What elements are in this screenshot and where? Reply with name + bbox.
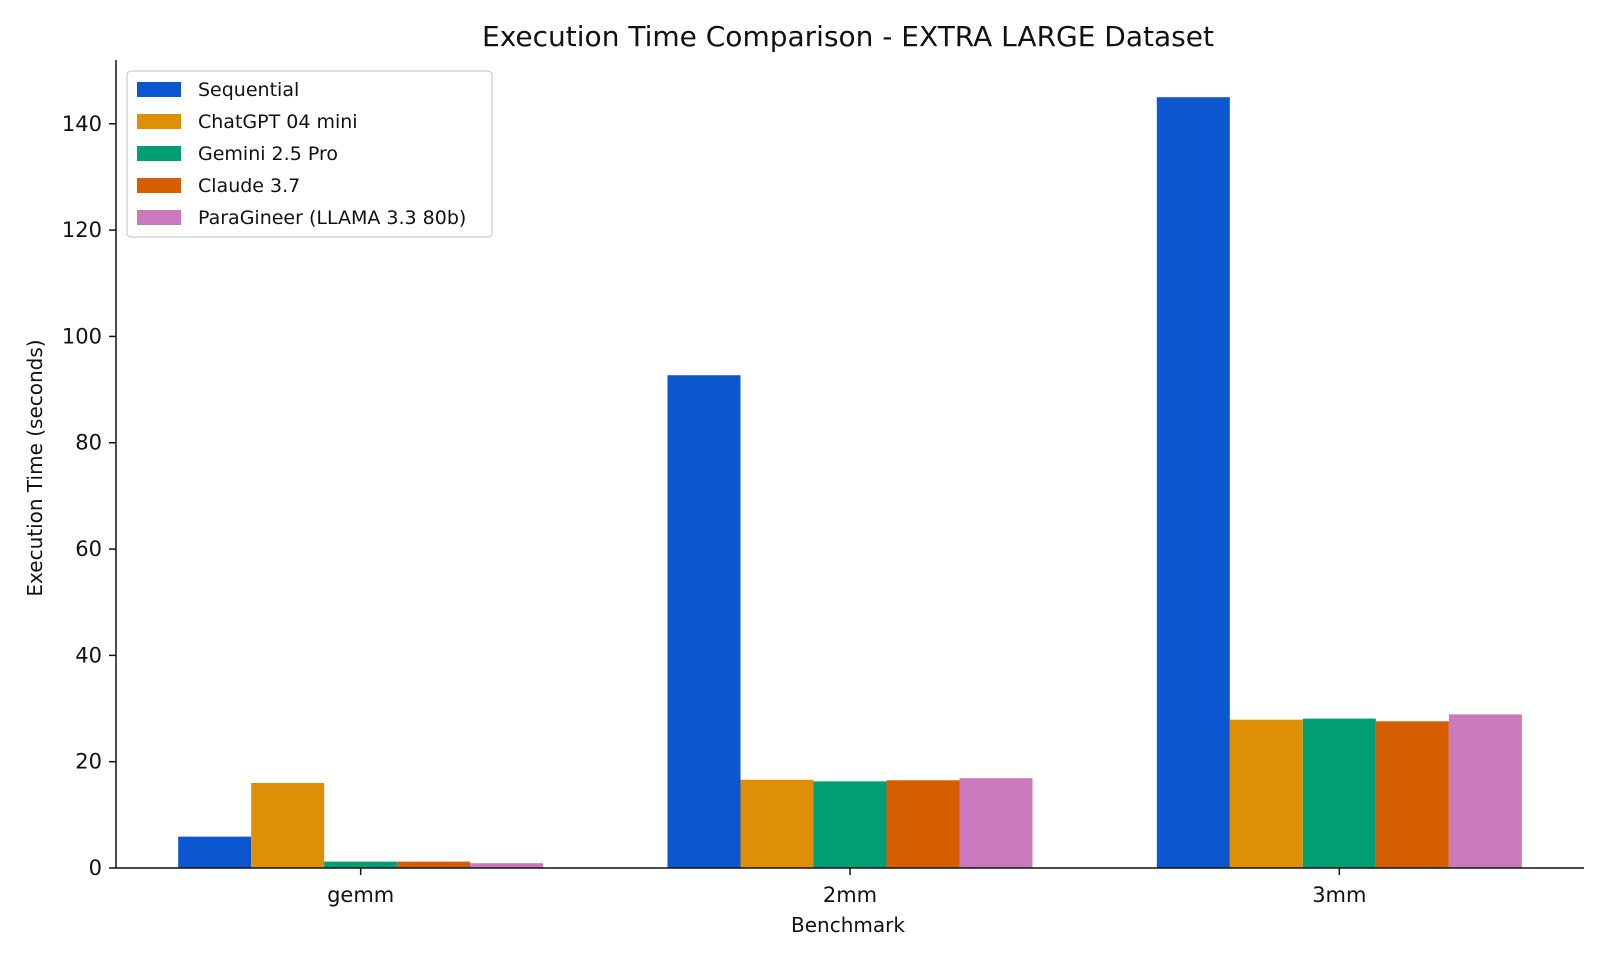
y-tick-label: 20 (75, 750, 102, 774)
bar-ParaGineer (LLAMA 3.3 80b)-2mm (959, 778, 1033, 868)
y-tick-label: 80 (75, 431, 102, 455)
legend-label: ParaGineer (LLAMA 3.3 80b) (198, 207, 466, 229)
bar-ChatGPT 04 mini-gemm (251, 782, 325, 868)
y-tick-label: 40 (75, 643, 102, 667)
legend-label: Claude 3.7 (198, 175, 300, 197)
x-tick-label: 3mm (1312, 883, 1366, 907)
x-axis-label: Benchmark (791, 913, 905, 937)
bar-ChatGPT 04 mini-3mm (1229, 719, 1303, 868)
bar-ChatGPT 04 mini-2mm (740, 779, 814, 868)
chart-title: Execution Time Comparison - EXTRA LARGE … (482, 20, 1214, 53)
bar-Sequential-3mm (1156, 97, 1230, 869)
legend: Sequential ChatGPT 04 mini Gemini 2.5 Pro C… (126, 70, 493, 238)
legend-frame (126, 70, 493, 238)
y-axis-label: Execution Time (seconds) (23, 339, 47, 596)
legend-swatch (137, 146, 181, 161)
bar-Gemini 2.5 Pro-3mm (1302, 718, 1376, 868)
bar-ParaGineer (LLAMA 3.3 80b)-3mm (1448, 714, 1522, 868)
legend-swatch (137, 178, 181, 193)
y-tick-label: 120 (62, 218, 102, 242)
legend-swatch (137, 82, 181, 97)
legend-swatch (137, 114, 181, 129)
bar-Claude 3.7-3mm (1375, 721, 1449, 868)
plot-area: 0 20 40 60 80 100 120 140 gemm 2mm 3mm (62, 60, 1584, 907)
x-tick-label: gemm (327, 883, 394, 907)
legend-swatch (137, 210, 181, 225)
y-tick-label: 140 (62, 112, 102, 136)
bar-ParaGineer (LLAMA 3.3 80b)-gemm (470, 863, 544, 868)
legend-label: ChatGPT 04 mini (198, 111, 358, 133)
bar-Claude 3.7-gemm (397, 861, 471, 868)
y-tick-label: 60 (75, 537, 102, 561)
y-tick-label: 100 (62, 324, 102, 348)
x-tick-label: 2mm (823, 883, 877, 907)
bar-Sequential-gemm (178, 836, 252, 868)
bar-Claude 3.7-2mm (886, 780, 960, 868)
bar-Sequential-2mm (667, 375, 741, 868)
y-tick-label: 0 (89, 856, 102, 880)
bar-Gemini 2.5 Pro-2mm (813, 781, 887, 868)
legend-label: Gemini 2.5 Pro (198, 143, 338, 165)
legend-label: Sequential (198, 79, 299, 101)
bar-Gemini 2.5 Pro-gemm (324, 861, 398, 868)
